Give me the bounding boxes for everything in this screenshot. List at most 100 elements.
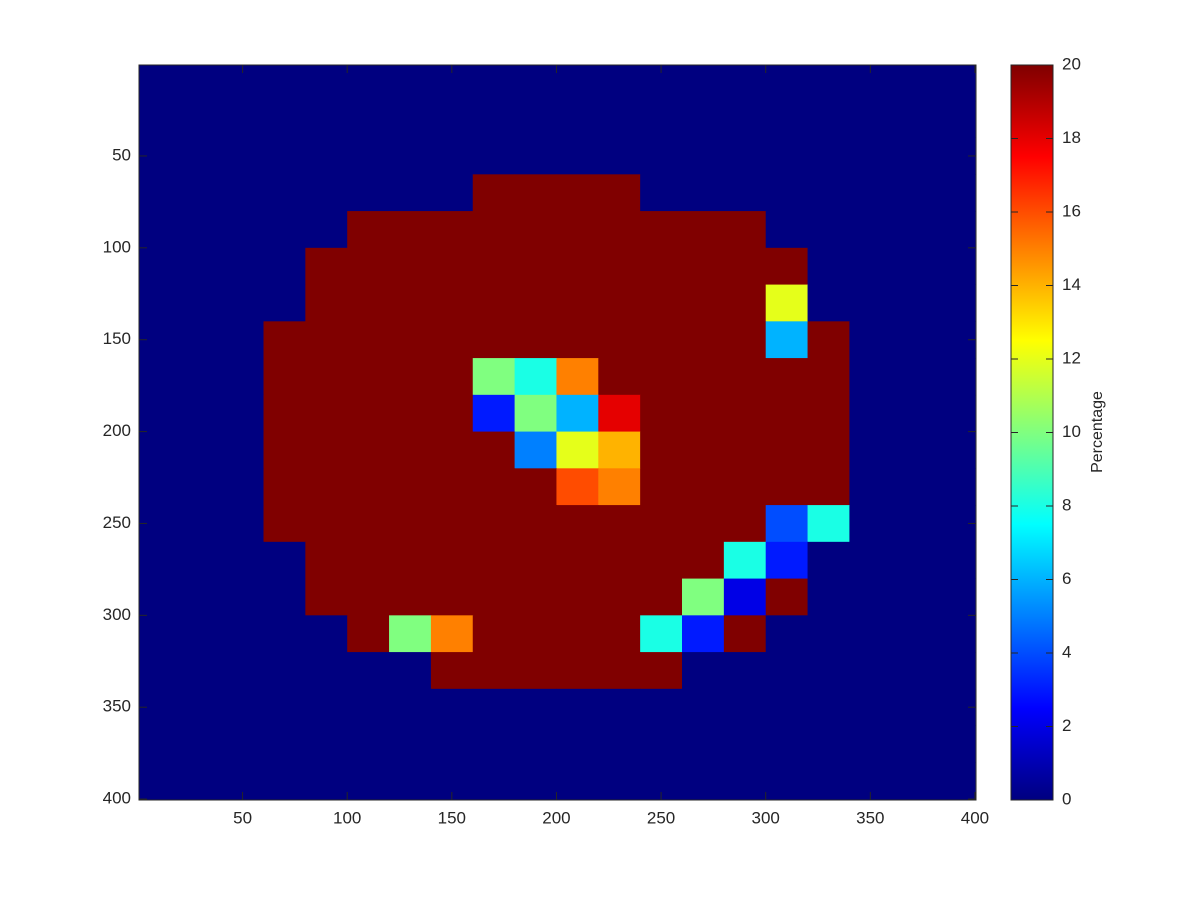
heatmap-cell	[347, 505, 390, 543]
heatmap-cell	[723, 652, 767, 690]
heatmap-cell	[723, 578, 767, 616]
heatmap-cell	[933, 578, 976, 616]
heatmap-cell	[221, 394, 265, 433]
heatmap-cell	[933, 174, 976, 212]
heatmap-cell	[849, 615, 892, 653]
heatmap-cell	[891, 468, 934, 506]
heatmap-cell	[389, 321, 432, 359]
heatmap-cell	[139, 725, 181, 763]
heatmap-cell	[556, 762, 599, 800]
heatmap-cell	[807, 284, 850, 322]
heatmap-cell	[221, 688, 265, 727]
heatmap-cell	[430, 100, 474, 139]
heatmap-cell	[347, 100, 390, 139]
heatmap-cell	[179, 174, 223, 212]
heatmap-cell	[472, 652, 516, 690]
heatmap-cell	[430, 468, 474, 506]
heatmap-cell	[139, 65, 181, 102]
heatmap-cell	[598, 284, 641, 322]
heatmap-cell	[640, 725, 683, 763]
heatmap-cell	[514, 578, 557, 616]
heatmap-cell	[933, 762, 976, 800]
heatmap-cell	[807, 431, 850, 469]
heatmap-cell	[389, 652, 432, 690]
heatmap-cell	[430, 431, 474, 469]
heatmap-cell	[807, 394, 850, 433]
heatmap-cell	[221, 321, 265, 359]
heatmap-cell	[598, 762, 641, 800]
heatmap-cell	[891, 725, 934, 763]
heatmap-cell	[263, 174, 306, 212]
colorbar-tick-label: 16	[1062, 201, 1081, 220]
heatmap-cell	[682, 615, 725, 653]
heatmap-cell	[514, 358, 557, 396]
heatmap-cell	[556, 358, 599, 396]
heatmap-cell	[430, 321, 474, 359]
heatmap-cell	[723, 65, 767, 102]
heatmap-cell	[598, 247, 641, 286]
heatmap-cell	[472, 284, 516, 322]
heatmap-cell	[933, 468, 976, 506]
heatmap-cell	[723, 725, 767, 763]
heatmap-cell	[389, 174, 432, 212]
heatmap-cell	[389, 578, 432, 616]
heatmap-cell	[891, 137, 934, 175]
heatmap-cell	[765, 468, 809, 506]
colorbar-tick-label: 20	[1062, 54, 1081, 73]
heatmap-cell	[891, 321, 934, 359]
heatmap-cell	[933, 358, 976, 396]
heatmap-cell	[347, 174, 390, 212]
heatmap-cell	[640, 100, 683, 139]
heatmap-cell	[640, 321, 683, 359]
heatmap-cell	[807, 762, 850, 800]
heatmap-cell	[933, 247, 976, 286]
heatmap-cell	[682, 358, 725, 396]
y-tick-label: 400	[103, 789, 131, 808]
heatmap-cell	[765, 137, 809, 175]
heatmap-cell	[139, 284, 181, 322]
heatmap-cell	[347, 468, 390, 506]
heatmap-cell	[514, 688, 557, 727]
heatmap-cell	[723, 394, 767, 433]
x-tick-label: 200	[542, 808, 570, 827]
heatmap-cell	[682, 505, 725, 543]
heatmap-cell	[305, 431, 348, 469]
heatmap-cell	[640, 468, 683, 506]
heatmap-cell	[472, 762, 516, 800]
heatmap-cell	[472, 358, 516, 396]
heatmap-cell	[765, 688, 809, 727]
heatmap-cell	[723, 321, 767, 359]
heatmap-cell	[430, 284, 474, 322]
heatmap-cell	[139, 431, 181, 469]
heatmap-cell	[682, 688, 725, 727]
heatmap-cell	[389, 247, 432, 286]
heatmap-cell	[598, 358, 641, 396]
heatmap-cell	[179, 358, 223, 396]
y-tick-label: 200	[103, 421, 131, 440]
x-tick-label: 100	[333, 808, 361, 827]
heatmap-cell	[263, 394, 306, 433]
heatmap-cell	[430, 688, 474, 727]
heatmap-cell	[765, 762, 809, 800]
heatmap-cell	[347, 211, 390, 249]
heatmap-cell	[723, 468, 767, 506]
heatmap-cell	[179, 137, 223, 175]
heatmap-cell	[305, 358, 348, 396]
heatmap-cell	[305, 505, 348, 543]
heatmap-cell	[472, 137, 516, 175]
heatmap-cell	[139, 762, 181, 800]
heatmap-cell	[849, 431, 892, 469]
heatmap-cell	[933, 100, 976, 139]
heatmap-cell	[389, 468, 432, 506]
heatmap-cell	[640, 174, 683, 212]
heatmap-cell	[221, 247, 265, 286]
heatmap-cell	[556, 541, 599, 580]
heatmap-cell	[682, 247, 725, 286]
heatmap-cell	[682, 174, 725, 212]
heatmap-cell	[723, 505, 767, 543]
heatmap-cell	[807, 137, 850, 175]
heatmap-cell	[389, 431, 432, 469]
heatmap-cell	[933, 394, 976, 433]
heatmap-cell	[347, 578, 390, 616]
heatmap-cell	[765, 65, 809, 102]
